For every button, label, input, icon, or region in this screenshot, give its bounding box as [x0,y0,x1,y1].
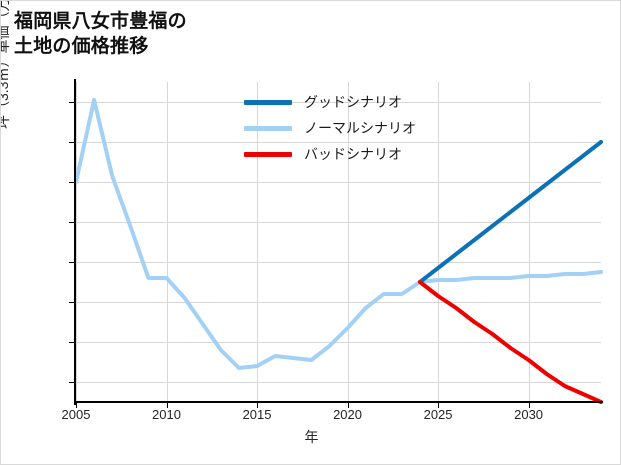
x-tick-label: 2020 [333,407,362,422]
gridline-vertical [348,82,349,402]
y-tick-mark [69,262,75,263]
legend-color-swatch [244,125,292,131]
page-title: 福岡県八女市豊福の 土地の価格推移 [14,11,187,58]
y-tick-mark [69,142,75,143]
legend-color-swatch [244,151,292,157]
series-line [417,280,603,404]
gridline-vertical [529,82,530,402]
gridline-horizontal [76,382,601,383]
gridline-vertical [167,82,168,402]
legend-item-bad-scenario[interactable]: バッドシナリオ [244,141,474,167]
y-axis-label: 坪（3.3㎡）単価（万円） [0,0,11,129]
x-axis-label: 年 [304,429,319,445]
chart-legend: グッドシナリオ ノーマルシナリオ バッドシナリオ [244,89,474,167]
legend-label: バッドシナリオ [304,146,402,162]
x-tick-mark [76,402,77,408]
gridline-vertical [257,82,258,402]
y-tick-mark [69,342,75,343]
y-tick-mark [69,302,75,303]
x-tick-mark [438,402,439,408]
plot-area [74,82,603,404]
gridline-vertical [76,82,77,402]
x-tick-mark [529,402,530,408]
x-tick-label: 2005 [61,407,91,422]
legend-label: ノーマルシナリオ [304,120,416,136]
x-axis-spine [74,401,603,403]
gridline-horizontal [76,182,601,183]
gridline-horizontal [76,102,601,103]
gridline-horizontal [76,142,601,143]
x-tick-mark [167,402,168,408]
series-lines [74,98,603,404]
legend-label: グッドシナリオ [304,94,402,110]
gridline-vertical [438,82,439,402]
x-tick-label: 2015 [242,407,272,422]
y-tick-mark [69,102,75,103]
y-tick-mark [69,222,75,223]
x-tick-label: 2030 [514,407,544,422]
series-line [417,140,603,284]
y-axis-spine [74,79,76,405]
x-tick-mark [257,402,258,408]
legend-item-good-scenario[interactable]: グッドシナリオ [244,89,474,115]
x-tick-label: 2010 [152,407,181,422]
legend-color-swatch [244,99,292,105]
x-tick-label: 2025 [423,407,453,422]
series-line [74,98,603,370]
legend-item-normal-scenario[interactable]: ノーマルシナリオ [244,115,474,141]
y-tick-mark [69,182,75,183]
gridline-horizontal [76,342,601,343]
gridline-horizontal [76,222,601,223]
x-tick-mark [348,402,349,408]
gridline-horizontal [76,302,601,303]
gridline-horizontal [76,262,601,263]
y-tick-mark [69,382,75,383]
